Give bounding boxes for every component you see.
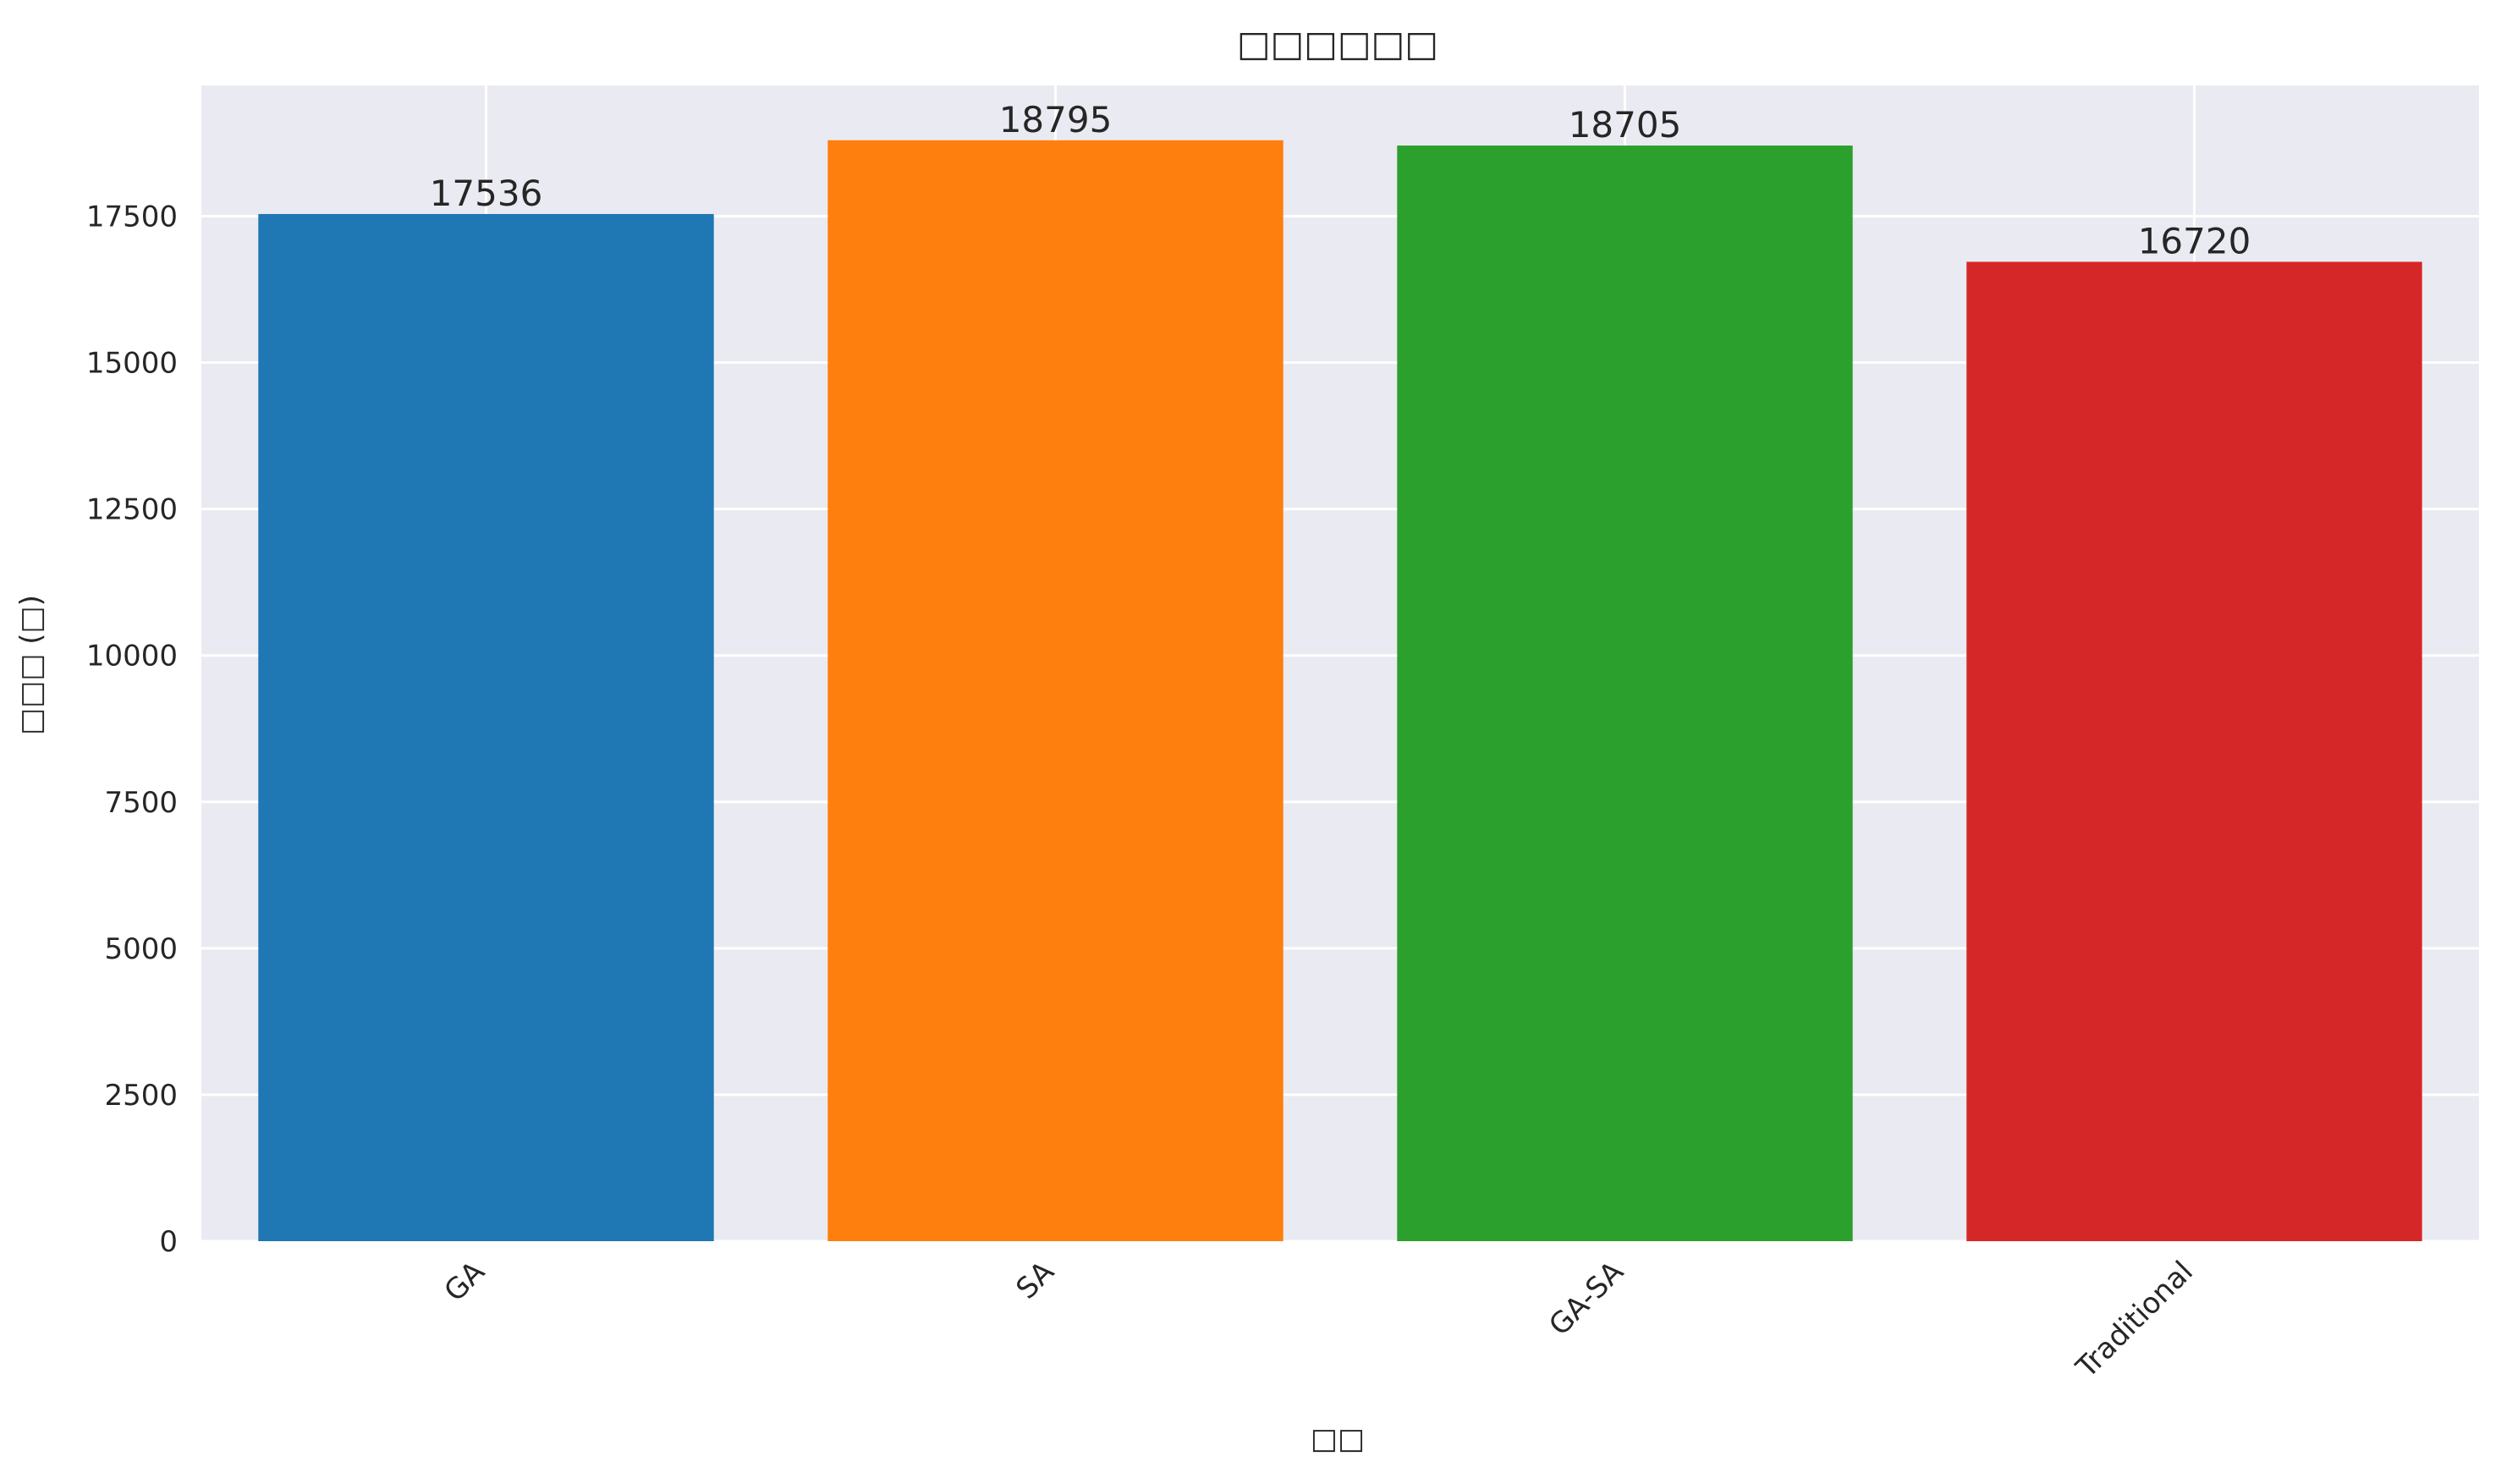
y-tick-label: 2500 [104, 1079, 178, 1113]
y-tick-label: 0 [159, 1225, 178, 1259]
y-tick-label: 15000 [86, 347, 178, 381]
value-labels-group: 17536 18795 18705 16720 [430, 99, 2251, 262]
bar-ga-sa [1397, 146, 1853, 1242]
y-tick-labels-group: 0 2500 5000 7500 10000 12500 15000 17500 [86, 200, 178, 1259]
bar-value-label: 17536 [430, 173, 543, 214]
chart-title: □□□□□□ [1237, 23, 1438, 64]
y-tick-label: 5000 [104, 932, 178, 966]
bar-ga [258, 213, 714, 1241]
y-tick-label: 7500 [104, 786, 178, 820]
bar-value-label: 18795 [999, 99, 1113, 140]
bar-sa [827, 140, 1283, 1241]
x-axis-label: □□ [1311, 1422, 1365, 1456]
bars-group [258, 140, 2422, 1242]
bar-value-label: 18705 [1569, 104, 1682, 146]
y-axis-label: □□□ (□) [14, 595, 48, 735]
bar-value-label: 16720 [2138, 220, 2251, 261]
bar-traditional [1966, 261, 2422, 1241]
y-tick-label: 10000 [86, 640, 178, 673]
y-tick-label: 17500 [86, 200, 178, 234]
y-tick-label: 12500 [86, 493, 178, 527]
